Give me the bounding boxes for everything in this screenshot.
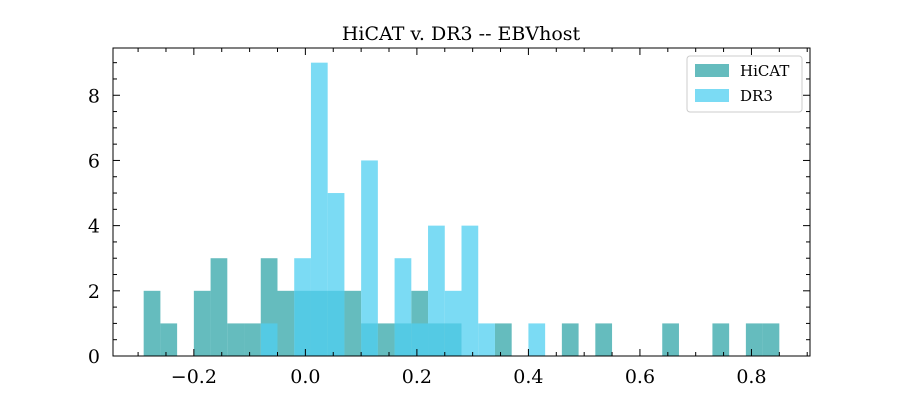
y-tick-label-0: 0 bbox=[88, 346, 100, 368]
bar-hicat-4 bbox=[227, 323, 245, 356]
x-tick-label-0: −0.2 bbox=[171, 366, 217, 388]
bar-dr3-1 bbox=[294, 258, 311, 356]
chart-title: HiCAT v. DR3 -- EBVhost bbox=[342, 23, 581, 45]
legend: HiCAT DR3 bbox=[686, 55, 803, 113]
legend-swatch-hicat bbox=[695, 64, 729, 77]
series-dr3 bbox=[260, 62, 546, 357]
y-tick-label-3: 6 bbox=[88, 150, 100, 172]
bar-hicat-0 bbox=[143, 290, 161, 356]
bar-dr3-7 bbox=[428, 225, 445, 356]
bar-hicat-1 bbox=[160, 323, 178, 356]
legend-label-dr3: DR3 bbox=[740, 87, 773, 105]
x-tick-label-1: 0.0 bbox=[290, 366, 320, 388]
bar-hicat-18 bbox=[494, 323, 512, 356]
axes-layer: −0.2 0.0 0.2 0.4 0.6 0.8 0 2 4 6 8 bbox=[88, 47, 811, 388]
bar-hicat-2 bbox=[193, 290, 211, 356]
bar-hicat-7 bbox=[277, 290, 295, 356]
y-tick-label-2: 4 bbox=[88, 216, 100, 238]
legend-swatch-dr3 bbox=[695, 89, 729, 102]
bar-hicat-13 bbox=[377, 323, 395, 356]
bar-dr3-4 bbox=[361, 160, 378, 356]
legend-label-hicat: HiCAT bbox=[740, 62, 789, 80]
bar-hicat-21 bbox=[662, 323, 679, 356]
bar-dr3-11 bbox=[528, 323, 546, 356]
bar-dr3-9 bbox=[461, 225, 479, 356]
bar-dr3-6 bbox=[411, 323, 429, 356]
bar-hicat-3 bbox=[210, 258, 228, 356]
y-tick-label-4: 8 bbox=[88, 85, 100, 107]
bar-hicat-24 bbox=[762, 323, 780, 356]
plot-frame bbox=[112, 47, 811, 357]
bar-dr3-2 bbox=[310, 62, 328, 357]
bar-hicat-11 bbox=[344, 290, 362, 356]
bar-hicat-22 bbox=[712, 323, 730, 356]
x-tick-label-2: 0.2 bbox=[402, 366, 432, 388]
bar-hicat-20 bbox=[595, 323, 613, 356]
bar-hicat-19 bbox=[561, 323, 579, 356]
bar-dr3-10 bbox=[478, 323, 495, 356]
bar-dr3-5 bbox=[394, 258, 412, 356]
bar-hicat-23 bbox=[745, 323, 763, 356]
y-tick-label-1: 2 bbox=[88, 281, 100, 303]
bar-dr3-3 bbox=[327, 193, 345, 356]
bar-dr3-8 bbox=[444, 290, 462, 356]
x-tick-label-3: 0.4 bbox=[513, 366, 543, 388]
x-tick-label-5: 0.8 bbox=[736, 366, 766, 388]
x-tick-label-4: 0.6 bbox=[625, 366, 655, 388]
bar-hicat-5 bbox=[244, 323, 261, 356]
bars-layer bbox=[143, 62, 780, 357]
bar-dr3-0 bbox=[260, 323, 278, 356]
